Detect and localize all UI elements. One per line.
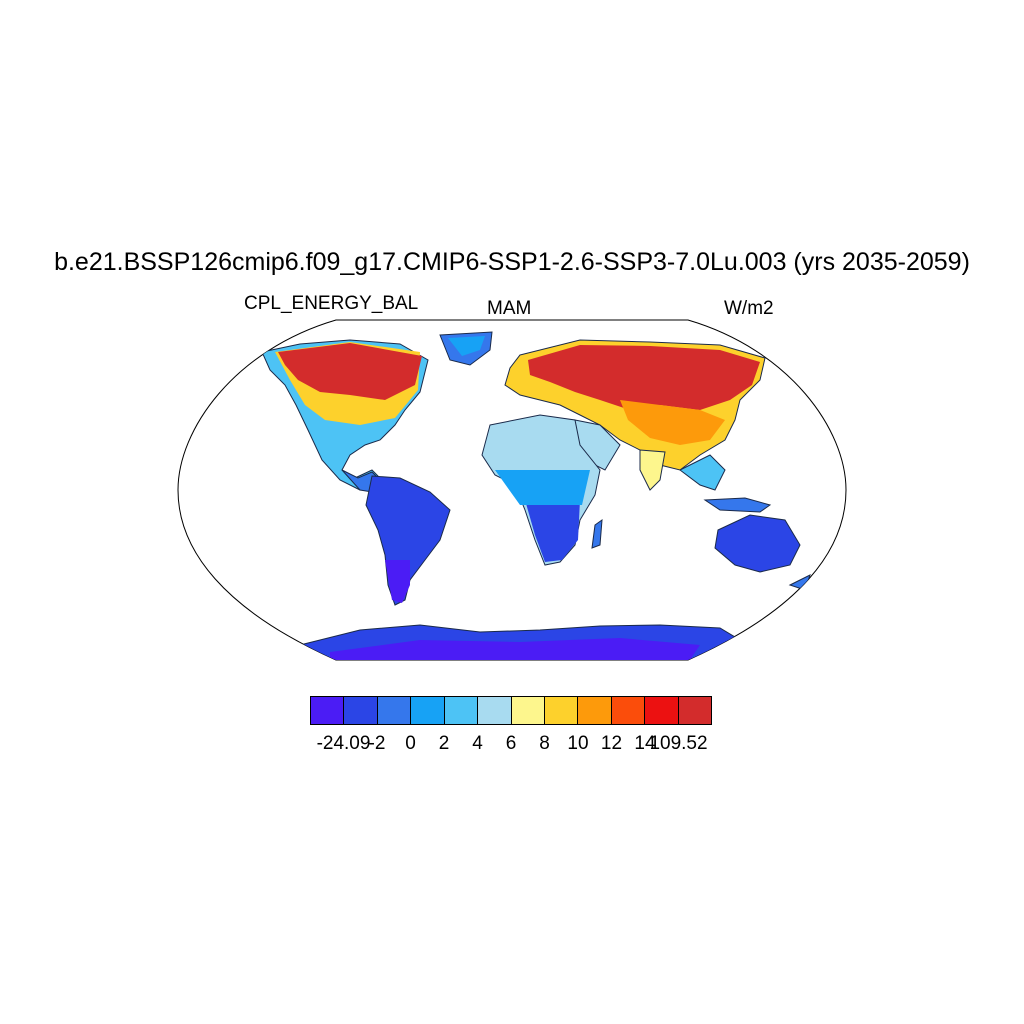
- region-south-america-south: [385, 560, 410, 603]
- region-eurasia-orange: [620, 400, 725, 445]
- region-eurasia-hot: [528, 345, 760, 410]
- region-australia: [714, 514, 801, 573]
- region-madagascar: [591, 518, 603, 549]
- region-southeast-asia: [679, 454, 726, 491]
- variable-label: CPL_ENERGY_BAL: [244, 293, 419, 314]
- colorbar-label: -24.09: [316, 733, 371, 754]
- region-antarctica-inner: [330, 638, 700, 660]
- colorbar-box-6: [511, 697, 545, 724]
- region-india: [639, 449, 666, 491]
- colorbar-box-10: [645, 697, 679, 724]
- colorbar-label: 6: [505, 733, 517, 754]
- colorbar-label: 109.52: [649, 733, 708, 754]
- colorbar-box-11: [678, 697, 712, 724]
- region-indonesia: [703, 497, 772, 513]
- region-greenland-center: [448, 336, 485, 356]
- region-africa-south: [525, 500, 580, 562]
- colorbar-box-9: [611, 697, 646, 724]
- units-label: W/m2: [724, 298, 774, 319]
- colorbar: [310, 696, 712, 725]
- colorbar-label: 2: [438, 733, 450, 754]
- colorbar-label: 8: [539, 733, 550, 754]
- colorbar-box-4: [444, 697, 479, 724]
- region-africa-mid: [495, 470, 590, 505]
- colorbar-box-3: [411, 697, 445, 724]
- colorbar-label: 12: [600, 733, 623, 754]
- colorbar-label: 4: [472, 733, 483, 754]
- colorbar-box-5: [478, 697, 512, 724]
- colorbar-box-8: [578, 697, 612, 724]
- colorbar-box-7: [544, 697, 579, 724]
- season-label: MAM: [487, 298, 532, 319]
- colorbar-label: 10: [567, 733, 589, 754]
- colorbar-label: 0: [405, 733, 416, 754]
- colorbar-label: -2: [368, 733, 386, 754]
- colorbar-box-0: [311, 697, 345, 724]
- colorbar-box-1: [344, 697, 378, 724]
- map-title: b.e21.BSSP126cmip6.f09_g17.CMIP6-SSP1-2.…: [54, 248, 970, 276]
- region-north-america-hot: [278, 343, 422, 400]
- colorbar-label: 14: [634, 733, 656, 754]
- colorbar-box-2: [377, 697, 412, 724]
